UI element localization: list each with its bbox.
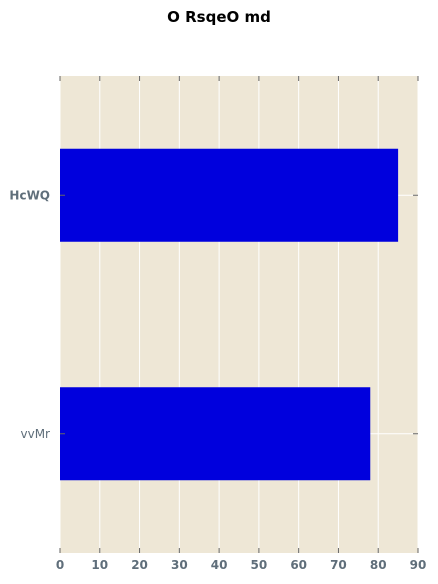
- x-tick-label-3: 30: [171, 558, 188, 572]
- x-tick-label-8: 80: [370, 558, 387, 572]
- chart-title: O RsqeO md: [167, 8, 271, 26]
- y-tick-label-0: HcWQ: [9, 188, 50, 202]
- x-tick-label-7: 70: [330, 558, 347, 572]
- bar-HcWQ: [60, 148, 399, 242]
- bar-vvMr: [60, 387, 371, 481]
- x-tick-label-5: 50: [251, 558, 268, 572]
- plot-area: [60, 76, 418, 553]
- x-tick-label-0: 0: [56, 558, 64, 572]
- x-tick-label-4: 40: [211, 558, 228, 572]
- bars: [60, 148, 399, 481]
- x-tick-label-9: 90: [410, 558, 427, 572]
- y-tick-label-1: vvMr: [21, 427, 51, 441]
- x-tick-label-6: 60: [290, 558, 307, 572]
- axes: 0 10 20 30 40 50 60 70 80 90 HcWQ vvMr: [9, 76, 426, 572]
- x-tick-label-1: 10: [91, 558, 108, 572]
- x-tick-label-2: 20: [131, 558, 148, 572]
